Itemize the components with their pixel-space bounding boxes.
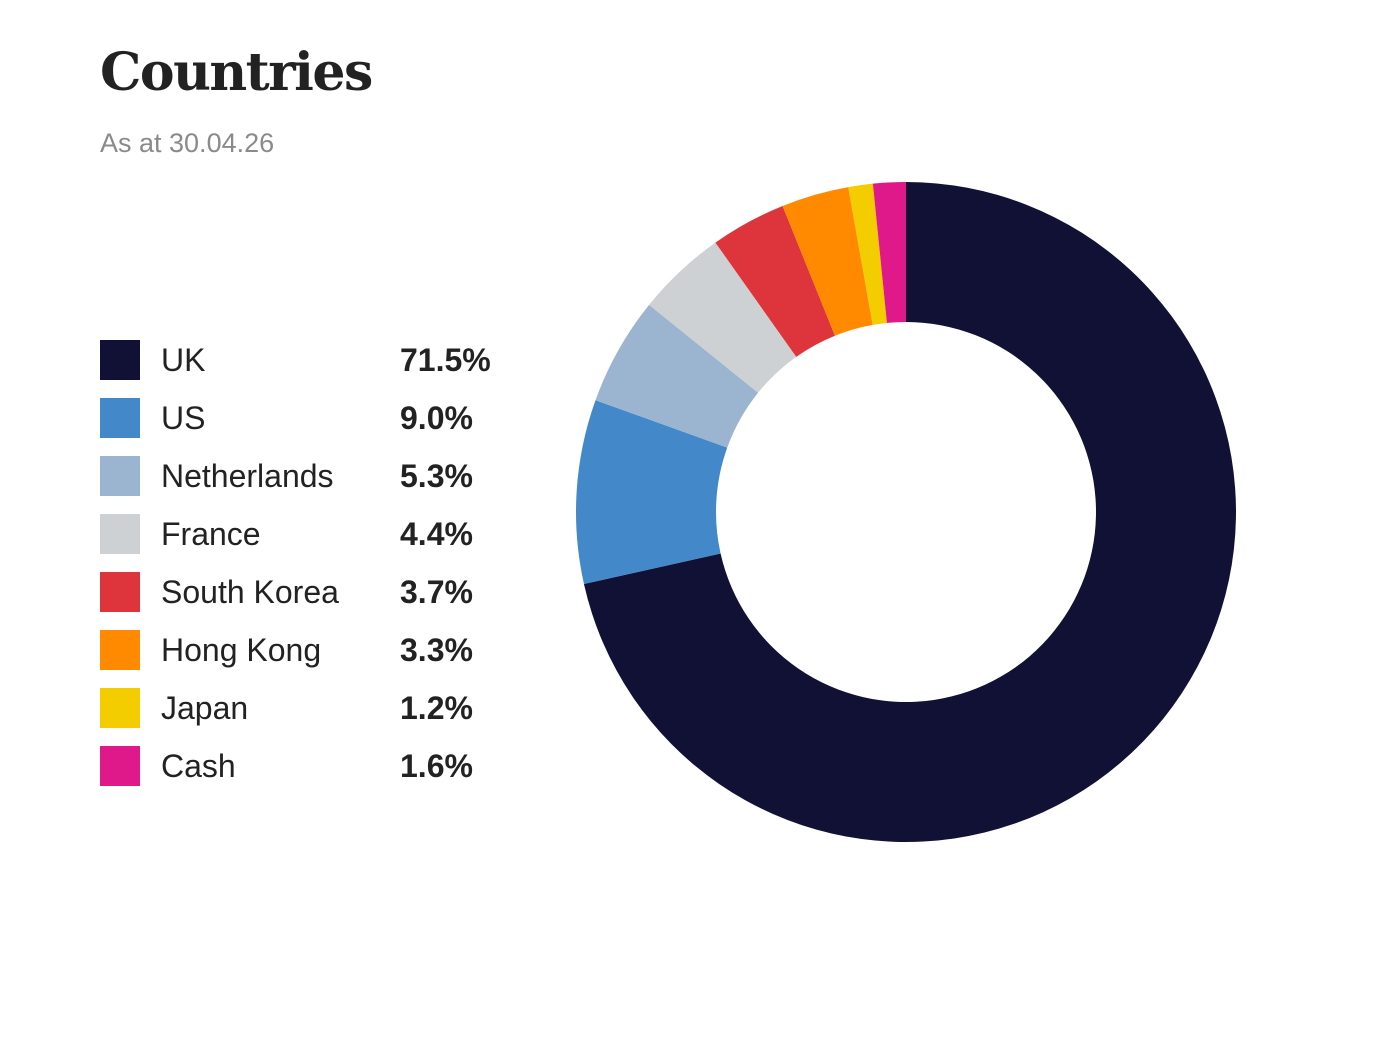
legend-swatch <box>100 340 140 380</box>
legend-item-south-korea: South Korea 3.7% <box>100 572 540 630</box>
legend-value: 1.6% <box>400 748 473 784</box>
donut-slice-netherlands <box>595 304 759 448</box>
legend-swatch <box>100 746 140 786</box>
legend-swatch <box>100 398 140 438</box>
legend-value: 3.7% <box>400 574 473 610</box>
legend-item-japan: Japan 1.2% <box>100 688 540 746</box>
legend-swatch <box>100 630 140 670</box>
donut-slice-hong-kong <box>782 187 873 336</box>
legend-item-uk: UK 71.5% <box>100 340 540 398</box>
donut-chart <box>576 182 1236 842</box>
legend-label: US <box>161 400 206 436</box>
donut-slice-us <box>576 400 728 584</box>
legend-value: 3.3% <box>400 632 473 668</box>
legend-label: Hong Kong <box>161 632 322 668</box>
legend-item-us: US 9.0% <box>100 398 540 456</box>
donut-slice-south-korea <box>715 205 835 357</box>
donut-slice-cash <box>872 182 906 323</box>
legend-value: 9.0% <box>400 400 473 436</box>
legend-label: Cash <box>161 748 236 784</box>
legend-swatch <box>100 572 140 612</box>
legend-swatch <box>100 688 140 728</box>
chart-title: Countries <box>100 42 373 103</box>
legend-label: UK <box>161 342 206 378</box>
chart-legend: UK 71.5% US 9.0% Netherlands 5.3% France 4.4% So… <box>100 340 540 804</box>
donut-slice-france <box>649 242 797 393</box>
legend-item-france: France 4.4% <box>100 514 540 572</box>
legend-value: 4.4% <box>400 516 473 552</box>
legend-value: 71.5% <box>400 342 491 378</box>
legend-item-cash: Cash 1.6% <box>100 746 540 804</box>
legend-swatch <box>100 456 140 496</box>
legend-value: 5.3% <box>400 458 473 494</box>
chart-subtitle: As at 30.04.26 <box>100 128 275 158</box>
legend-label: Netherlands <box>161 458 334 494</box>
legend-label: South Korea <box>161 574 339 610</box>
donut-slice-japan <box>848 183 887 325</box>
legend-item-hong-kong: Hong Kong 3.3% <box>100 630 540 688</box>
legend-value: 1.2% <box>400 690 473 726</box>
legend-label: France <box>161 516 261 552</box>
legend-item-netherlands: Netherlands 5.3% <box>100 456 540 514</box>
legend-label: Japan <box>161 690 249 726</box>
donut-slice-uk <box>583 182 1236 842</box>
legend-swatch <box>100 514 140 554</box>
